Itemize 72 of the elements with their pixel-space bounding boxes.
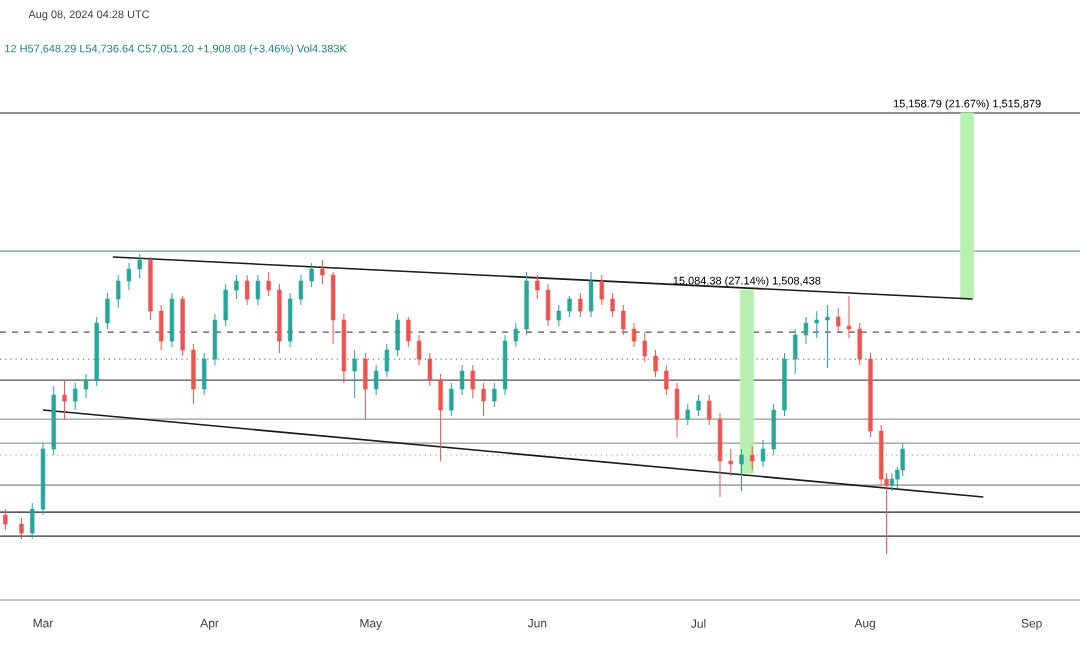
candlestick [298,274,304,306]
candlestick [556,304,561,327]
candlestick [137,253,142,279]
candlestick [384,343,390,378]
candlestick [535,274,540,300]
candlestick [567,295,572,318]
candlestick [395,313,400,357]
candlestick [406,316,411,348]
candlestick [309,262,314,288]
candlestick [255,274,261,306]
candlestick [438,373,443,462]
candlestick [836,307,841,333]
candlestick [814,310,819,339]
candlestick [760,439,766,468]
candlestick [825,304,830,369]
candlestick [202,352,207,396]
candlestick [212,313,218,366]
candlestick [320,259,325,285]
candlestick [545,283,551,327]
candlestick [696,394,701,417]
candlestick [653,349,658,378]
candlestick [685,403,690,426]
candlestick [739,448,744,492]
candlestick [449,382,454,417]
candlestick [857,322,862,366]
candlestick [287,292,293,348]
candlestick [492,382,497,408]
candlestick [73,382,78,411]
candlestick [846,295,852,339]
candlestick [105,292,110,330]
candlestick [588,271,594,318]
candlestick [244,274,250,306]
candlestick [427,352,433,387]
candlestick [470,364,476,399]
candlestick [513,322,519,348]
candlestick [728,448,733,477]
candlestick [19,517,24,540]
candlestick [889,472,895,492]
candlestick [631,322,637,348]
candlestick [352,349,357,399]
candlestick [169,292,175,348]
candlestick [223,283,228,327]
candlestick [30,502,35,540]
candlestick [481,382,486,417]
candlestick [502,334,508,396]
candlestick [3,508,8,531]
candlestick [610,292,615,318]
candlestick [416,334,422,366]
candlestick [363,352,368,420]
candlestick [707,394,712,426]
candlestick [159,304,164,351]
candlestick [803,316,809,345]
candlestick [126,262,132,291]
candlestick [373,364,379,396]
candlestick [459,364,465,396]
candlestick [771,403,776,456]
candlestick [266,271,271,297]
candlestick [664,364,669,396]
candlestick [191,343,196,405]
candlestick [578,292,583,318]
candlestick [83,373,89,399]
candlestick [234,274,239,300]
candlestick [717,412,723,498]
candlestick [116,274,121,309]
candlestick [330,271,336,345]
candlestick [750,445,755,471]
candlestick [599,274,604,306]
candlestick [62,379,67,420]
candlestick [642,331,647,363]
candlestick [674,382,680,438]
candlestick [621,304,626,336]
candlestick [793,328,798,375]
